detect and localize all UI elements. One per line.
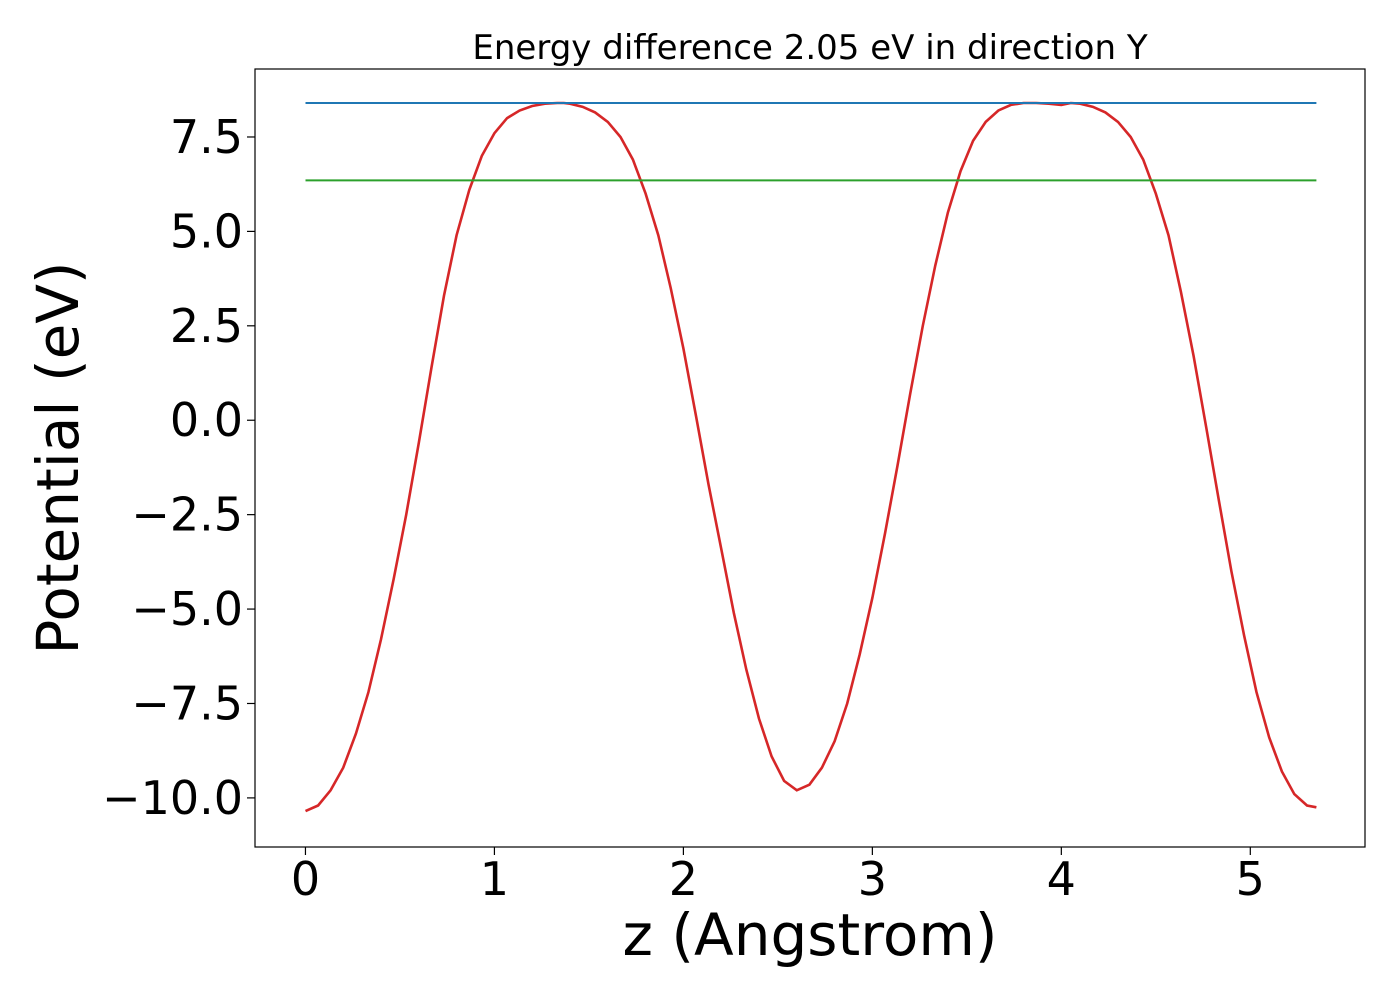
x-tick-label: 2 (669, 852, 698, 906)
y-axis-ticks: −10.0 −7.5 −5.0 −2.5 0.0 2.5 5.0 7.5 (102, 110, 255, 825)
y-tick-label: −2.5 (131, 488, 243, 542)
y-tick-label: −5.0 (131, 582, 243, 636)
series-layer (304, 101, 1317, 813)
x-tick-label: 1 (480, 852, 509, 906)
x-axis-ticks: 0 1 2 3 4 5 (291, 847, 1265, 906)
x-tick-label: 3 (858, 852, 887, 906)
x-tick-label: 0 (291, 852, 320, 906)
x-tick-label: 5 (1236, 852, 1265, 906)
y-tick-label: 2.5 (170, 299, 243, 353)
y-tick-label: 5.0 (170, 204, 243, 258)
y-tick-label: 0.0 (170, 393, 243, 447)
plot-frame (254, 68, 1366, 848)
y-tick-label: 7.5 (170, 110, 243, 164)
y-axis-label: Potential (eV) (24, 261, 92, 654)
y-tick-label: −10.0 (102, 771, 243, 825)
y-tick-label: −7.5 (131, 676, 243, 730)
chart-title: Energy difference 2.05 eV in direction Y (472, 28, 1147, 68)
x-tick-label: 4 (1047, 852, 1076, 906)
x-axis-label: z (Angstrom) (623, 901, 998, 969)
series-line-0 (304, 101, 1317, 813)
